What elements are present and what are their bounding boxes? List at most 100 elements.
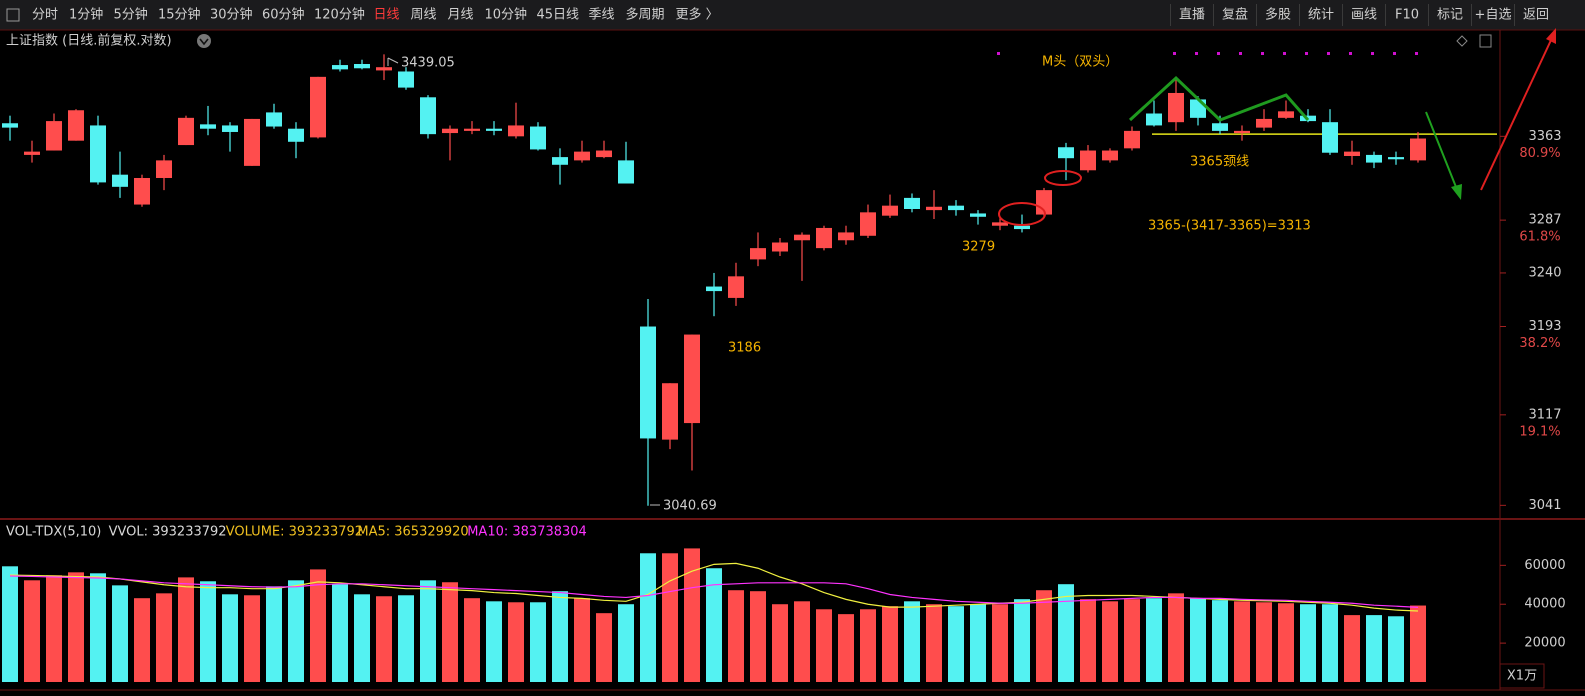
drawings: M头（双头） 3365颈线 3365-(3417-3365)=3313 3279…	[387, 28, 1556, 514]
volume-bar	[1300, 604, 1316, 682]
toolbar-tab[interactable]: 45日线	[537, 8, 580, 23]
icon[interactable]	[1479, 34, 1492, 48]
volume-bar	[530, 602, 546, 682]
candle-body	[948, 205, 964, 211]
toolbar-button[interactable]: 标记	[1437, 8, 1463, 23]
volume-bar	[1366, 615, 1382, 682]
toolbar-tab[interactable]: 多周期	[626, 7, 665, 23]
candle-body	[530, 126, 546, 150]
dot	[1283, 52, 1286, 55]
candle-body	[332, 65, 348, 70]
volume-bar	[134, 598, 150, 682]
volume-bar	[640, 553, 656, 682]
toolbar-tab[interactable]: 15分钟	[158, 7, 201, 23]
icon[interactable]	[1456, 35, 1468, 47]
menu-icon[interactable]	[6, 8, 20, 22]
highlight-ellipse	[1044, 170, 1082, 186]
candle-body	[794, 234, 810, 241]
candle-body	[1036, 190, 1052, 215]
leader	[387, 57, 399, 64]
volume-bar	[508, 602, 524, 682]
toolbar-button[interactable]: 画线	[1351, 8, 1377, 23]
candle-body	[178, 117, 194, 146]
candle-body	[552, 157, 568, 165]
toolbar-tab[interactable]: 30分钟	[210, 7, 253, 23]
candle-body	[156, 160, 172, 178]
toolbar-tab[interactable]: 日线	[374, 8, 400, 23]
toolbar-button[interactable]: +自选	[1475, 8, 1512, 23]
y-tick-label: 3041	[1528, 498, 1561, 513]
volume-bar	[838, 614, 854, 682]
candle-body	[838, 232, 854, 241]
toolbar-button[interactable]: 返回	[1523, 8, 1549, 23]
dot	[1217, 52, 1220, 55]
dot	[1371, 52, 1374, 55]
unit-box	[1499, 663, 1545, 689]
volume-bar	[376, 596, 392, 682]
toolbar-tab[interactable]: 5分钟	[114, 7, 148, 23]
chart-title: 上证指数 (日线.前复权.对数)	[6, 33, 172, 49]
dot	[1239, 52, 1242, 55]
toolbar-button[interactable]: 多股	[1265, 7, 1291, 23]
low-label: 3040.69	[663, 499, 717, 514]
volume-bar	[1322, 604, 1338, 682]
indicator-label: VVOL: 393233792	[109, 525, 227, 540]
up-arrow	[1480, 37, 1553, 191]
candle-body	[112, 174, 128, 187]
toolbar	[0, 0, 1585, 30]
candle-body	[486, 128, 502, 131]
y-tick-label: 3193	[1528, 319, 1561, 334]
dot	[997, 52, 1000, 55]
dot	[1327, 52, 1330, 55]
volume-bar	[420, 580, 436, 682]
toolbar-tab[interactable]: 60分钟	[262, 7, 305, 23]
candle-body	[618, 160, 634, 184]
fib-label: 38.2%	[1519, 336, 1560, 351]
volume-bar	[992, 604, 1008, 682]
volume-bar	[1410, 605, 1426, 682]
candle-body	[24, 151, 40, 155]
toolbar-tab[interactable]: 周线	[411, 8, 437, 23]
candle-body	[706, 286, 722, 292]
volume-bar	[90, 573, 106, 682]
toolbar-button[interactable]: 直播	[1179, 8, 1205, 23]
volume-bar	[926, 604, 942, 682]
volume-bar	[68, 572, 84, 682]
indicator-label: MA10: 383738304	[467, 525, 587, 540]
dropdown-arrow	[199, 38, 209, 46]
y-tick-label: 3117	[1528, 407, 1561, 422]
toolbar-tab[interactable]: 1分钟	[69, 7, 103, 23]
toolbar-button[interactable]: F10	[1395, 8, 1419, 23]
dot	[1261, 52, 1264, 55]
toolbar-tab[interactable]: 月线	[448, 8, 474, 23]
y-tick-label: 3287	[1528, 213, 1561, 228]
volume-bar	[882, 606, 898, 682]
candle-body	[640, 326, 656, 439]
toolbar-tab[interactable]: 季线	[589, 8, 615, 23]
toolbar-button[interactable]: 复盘	[1222, 7, 1248, 23]
volume-bar	[1146, 598, 1162, 682]
candle-body	[970, 213, 986, 217]
candle-body	[464, 128, 480, 131]
title-dropdown[interactable]	[197, 34, 211, 48]
toolbar-button[interactable]: 统计	[1308, 8, 1334, 23]
candle-body	[68, 110, 84, 141]
toolbar-tab[interactable]: 分时	[32, 8, 58, 23]
annotation: 3279	[962, 240, 995, 255]
volume-bar	[1256, 602, 1272, 682]
toolbar-tab[interactable]: 更多 〉	[676, 7, 719, 23]
candle-body	[1388, 157, 1404, 160]
fib-label: 80.9%	[1519, 146, 1560, 161]
m-top-line	[1128, 75, 1310, 122]
y-tick-label: 3363	[1528, 129, 1561, 144]
toolbar-tab[interactable]: 10分钟	[485, 7, 528, 23]
volume-bar	[2, 566, 18, 682]
toolbar-tab[interactable]: 120分钟	[314, 7, 365, 23]
volume-bar	[112, 585, 128, 682]
fib-label: 19.1%	[1519, 424, 1560, 439]
volume-bar	[706, 568, 722, 682]
ma-line	[9, 575, 1419, 608]
volume-bar	[464, 598, 480, 682]
highlight-ellipse	[998, 202, 1046, 226]
